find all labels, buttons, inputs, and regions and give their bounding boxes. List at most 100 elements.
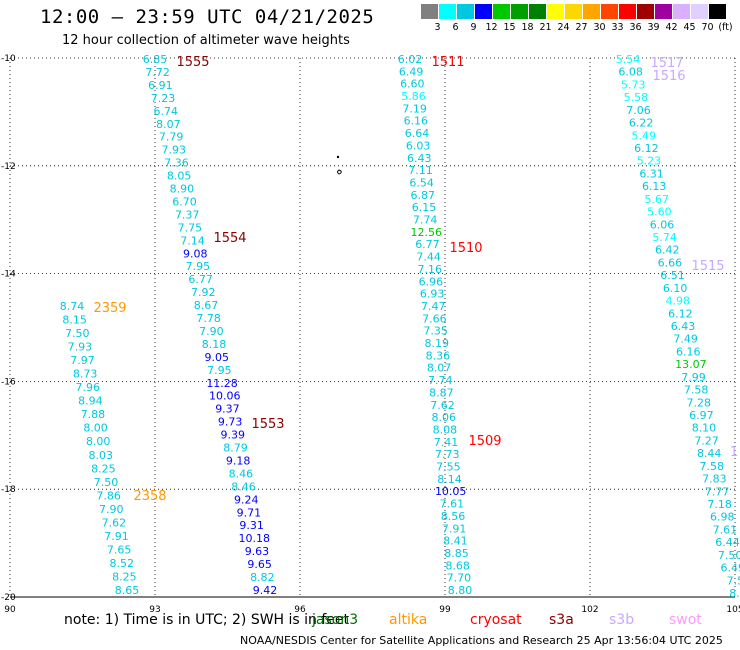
mission-label-s3b: s3b	[609, 612, 635, 628]
wave-height-value: 7.92	[191, 286, 216, 299]
wave-height-value: 6.12	[634, 142, 659, 155]
wave-height-value: 7.66	[422, 312, 447, 325]
wave-height-value: 9.42	[253, 584, 278, 597]
wave-height-value: 8.46	[229, 467, 254, 480]
wave-height-value: 7.91	[104, 530, 129, 543]
legend-swatch	[601, 4, 618, 19]
wave-height-value: 6.97	[689, 409, 714, 422]
y-tick-label: -14	[1, 270, 16, 280]
legend-swatch	[673, 4, 690, 19]
legend-swatch	[583, 4, 600, 19]
legend-swatch	[709, 4, 726, 19]
legend-swatch	[457, 4, 474, 19]
wave-height-value: 6.64	[405, 127, 430, 140]
wave-height-value: 7.93	[162, 144, 187, 157]
wave-height-values: 6.857.726.917.236.748.077.797.937.368.05…	[60, 53, 740, 600]
wave-height-value: 7.83	[702, 473, 727, 486]
legend-swatch	[529, 4, 546, 19]
wave-height-value: 6.91	[148, 79, 173, 92]
wave-height-value: 7.62	[430, 399, 455, 412]
wave-height-value: 6.98	[710, 511, 735, 524]
wave-height-value: 7.86	[96, 489, 121, 502]
wave-height-value: 8.44	[697, 447, 722, 460]
wave-height-value: 6.44	[715, 536, 740, 549]
wave-height-value: 5.60	[647, 206, 672, 219]
x-tick-label: 102	[581, 605, 598, 615]
y-tick-label: -18	[1, 485, 16, 495]
wave-height-value: 7.74	[413, 214, 438, 227]
wave-height-value: 8.18	[202, 338, 227, 351]
wave-height-value: 6.54	[409, 176, 434, 189]
axis-tick-labels: 90 93 96 99 102 105 -10 -12 -14 -16 -18 -20	[1, 54, 740, 615]
wave-height-value: 7.44	[416, 251, 441, 264]
wave-height-value: 8.80	[448, 584, 473, 597]
wave-height-value: 6.16	[676, 345, 701, 358]
wave-height-value: 8.07	[427, 362, 452, 375]
wave-height-value: 9.73	[218, 416, 243, 429]
wave-height-value: 5.58	[624, 91, 649, 104]
wave-height-value: 8.07	[156, 118, 181, 131]
wave-height-value: 7.16	[418, 263, 443, 276]
wave-height-value: 8.36	[426, 349, 451, 362]
wave-height-value: 6.77	[188, 273, 213, 286]
x-tick-label: 105	[726, 605, 740, 615]
wave-height-value: 8.00	[83, 422, 108, 435]
mission-label-s3a: s3a	[549, 612, 574, 628]
wave-height-value: 7.96	[75, 381, 100, 394]
y-tick-label: -10	[1, 54, 16, 64]
legend-label: 36	[629, 22, 642, 33]
legend-label: 39	[647, 22, 660, 33]
wave-height-value: 7.61	[440, 498, 465, 511]
wave-height-value: 7.79	[159, 131, 184, 144]
wave-height-value: 7.91	[442, 522, 467, 535]
wave-height-value: 6.51	[660, 269, 685, 282]
wave-height-value: 7.5	[727, 574, 740, 587]
footer-note: note: 1) Time is in UTC; 2) SWH is in fe…	[64, 612, 350, 628]
wave-height-value: 5.54	[616, 53, 641, 66]
wave-height-value: 7.70	[447, 572, 472, 585]
legend-swatch	[619, 4, 636, 19]
wave-height-value: 5.67	[645, 193, 670, 206]
wave-height-value: 6.16	[404, 115, 429, 128]
wave-height-value: 7.95	[186, 260, 211, 273]
wave-height-value: 8.85	[444, 547, 469, 560]
legend-swatch	[475, 4, 492, 19]
legend-swatch	[565, 4, 582, 19]
wave-height-value: 8.0	[729, 587, 740, 600]
wave-height-value: 8.82	[250, 571, 275, 584]
wave-height-value: 8.41	[443, 535, 468, 548]
wave-height-value: 12.56	[411, 226, 443, 239]
wave-height-value: 9.39	[221, 429, 246, 442]
track-time-label: 1554	[213, 231, 246, 246]
legend-swatch	[691, 4, 708, 19]
track-time-label: 1553	[251, 417, 284, 432]
legend-label: 3	[434, 22, 441, 33]
wave-height-value: 8.46	[231, 480, 256, 493]
mission-label-swot: swot	[669, 612, 702, 628]
wave-height-value: 6.06	[650, 218, 675, 231]
wave-height-value: 7.93	[68, 341, 93, 354]
wave-height-value: 5.23	[637, 155, 662, 168]
wave-height-value: 8.52	[110, 557, 135, 570]
wave-height-value: 6.87	[411, 189, 436, 202]
wave-height-value: 7.90	[199, 325, 224, 338]
legend-label: 30	[593, 22, 606, 33]
wave-height-value: 8.73	[73, 368, 98, 381]
wave-height-value: 8.05	[167, 170, 192, 183]
wave-height-value: 8.10	[692, 422, 717, 435]
wave-height-value: 8.15	[62, 314, 87, 327]
wave-height-value: 7.72	[145, 66, 170, 79]
wave-height-value: 5.74	[652, 231, 677, 244]
wave-height-value: 7.41	[434, 436, 459, 449]
wave-height-value: 6.31	[639, 167, 664, 180]
wave-height-value: 7.58	[700, 460, 725, 473]
wave-height-value: 8.65	[115, 584, 140, 597]
wave-height-value: 9.31	[239, 519, 264, 532]
legend-swatch	[547, 4, 564, 19]
wave-height-value: 7.50	[94, 476, 119, 489]
wave-height-value: 6.43	[671, 320, 696, 333]
legend-swatch	[421, 4, 438, 19]
wave-height-value: 6.22	[629, 117, 654, 130]
wave-height-value: 7.36	[164, 157, 189, 170]
